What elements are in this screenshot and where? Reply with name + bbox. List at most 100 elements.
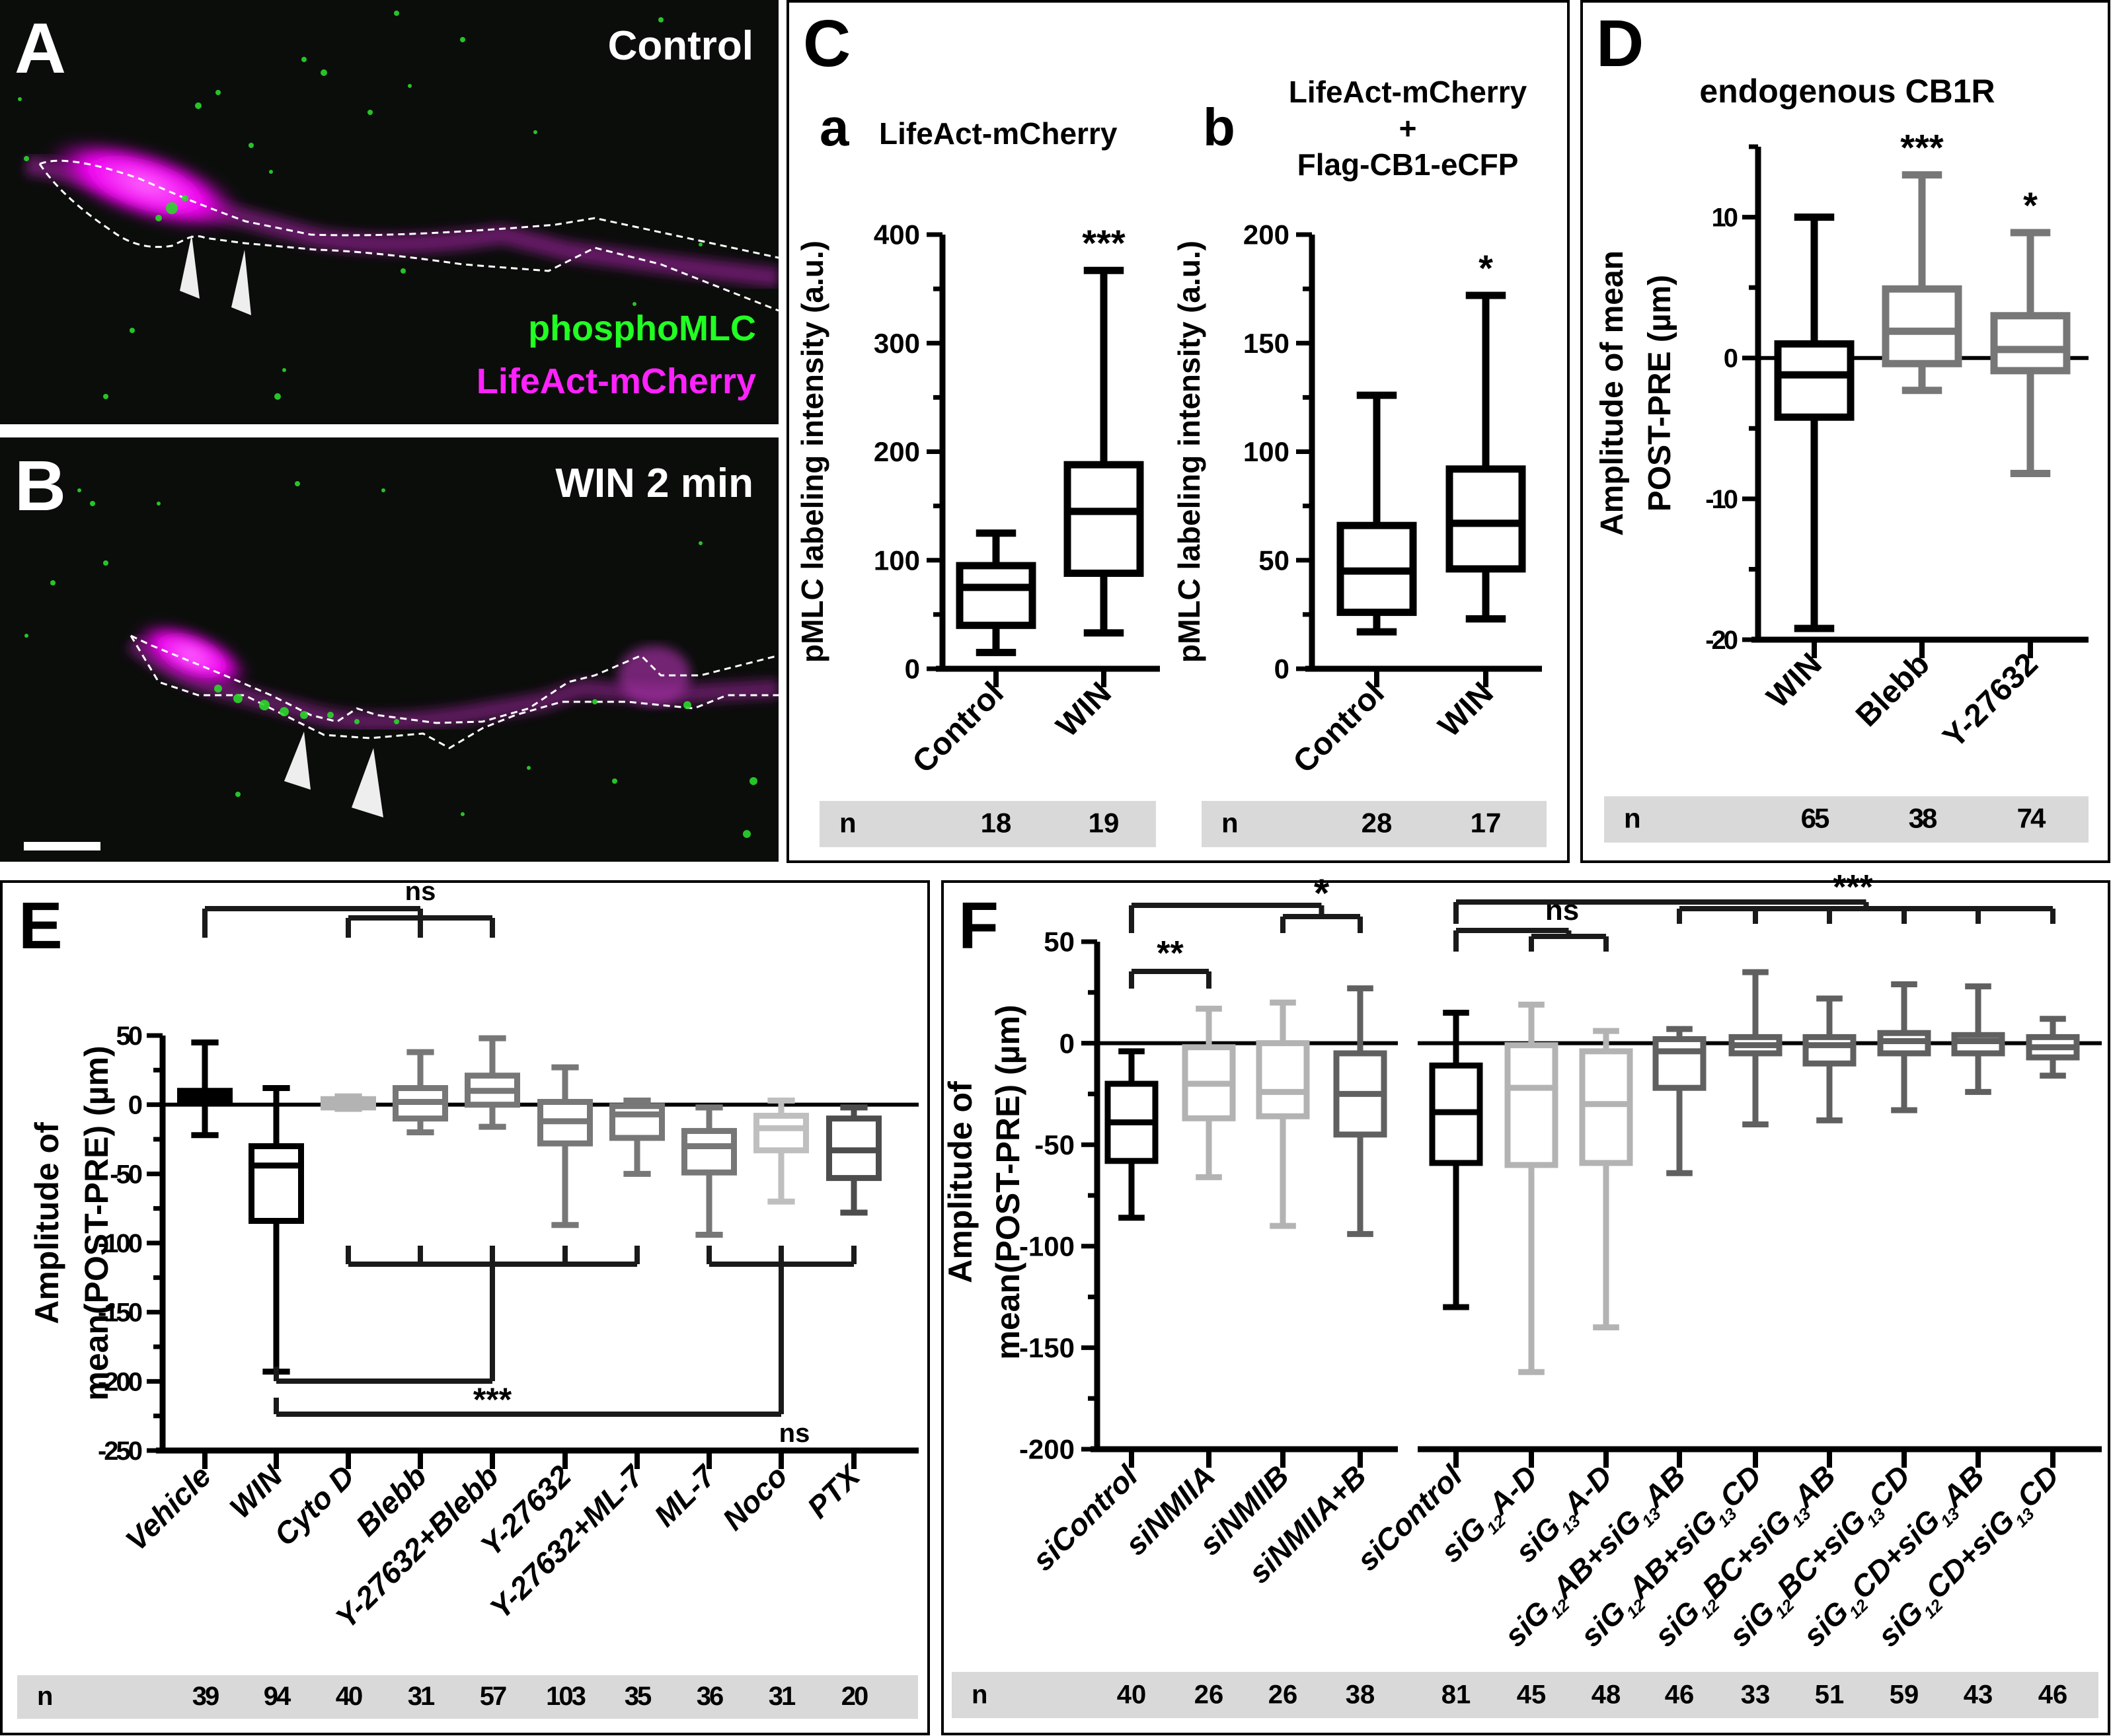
label-part: siG [1498, 1594, 1556, 1653]
n-value: 38 [1346, 1680, 1375, 1710]
box-sig12ab-sig13cd [1728, 969, 1783, 1127]
x-category-label: PTX [800, 1458, 868, 1525]
x-category-label: WIN [1760, 646, 1828, 714]
panel-f-frame [941, 880, 2110, 1735]
x-category-label: WIN [1432, 675, 1500, 743]
n-value: 38 [1909, 803, 1937, 834]
chart-Cb: 0 50 100 150 200 pMLC labeling intensity (a.u… [1172, 219, 1547, 847]
box-iqr [1504, 1042, 1558, 1168]
significance-label: ** [1157, 934, 1184, 973]
chart-D: -20 -10 0 10 Amplitude of mean POST-PRE (µm) *… [1595, 127, 2089, 843]
y-tick-label: 100 [1243, 436, 1289, 467]
significance-label: *** [1900, 127, 1944, 169]
panel-a-image [18, 11, 779, 400]
label-part: siG [1722, 1594, 1781, 1653]
label-part: siG [1434, 1510, 1492, 1569]
n-value: 31 [408, 1682, 435, 1711]
y-tick-label: 0 [1274, 654, 1289, 685]
y-axis-label: pMLC labeling intensity (a.u.) [795, 241, 829, 663]
n-value: 28 [1362, 808, 1393, 839]
condition-label: WIN 2 min [555, 461, 753, 506]
x-category-label: Blebb [1849, 646, 1937, 734]
n-band [17, 1675, 918, 1719]
y-tick-label: 200 [874, 436, 920, 467]
box-control [956, 529, 1036, 656]
significance-label: * [1314, 871, 1330, 915]
x-category-label: WIN [1050, 675, 1118, 743]
box-sig12bc-sig13ab [1802, 995, 1857, 1123]
box-blebb [393, 1049, 448, 1136]
label-part: siG [1648, 1594, 1707, 1653]
green-channel-label: phosphoMLC [528, 309, 756, 348]
n-value: 48 [1592, 1680, 1621, 1710]
y-tick-label: 0 [1724, 344, 1738, 373]
scale-bar [24, 842, 100, 850]
y-axis-label: Amplitude of [942, 1081, 979, 1283]
panel-d-frame [1580, 0, 2110, 863]
arrowhead-icon [284, 732, 311, 790]
box-sig12a-d [1504, 1001, 1558, 1375]
n-value: 65 [1801, 803, 1829, 834]
panel-b-image [24, 481, 779, 850]
n-value: 94 [264, 1682, 291, 1711]
box-iqr [1445, 465, 1526, 573]
box-win [249, 1085, 304, 1375]
box-sig12cd-sig13cd [2026, 1016, 2080, 1079]
y-tick-label: 150 [1243, 328, 1289, 359]
chart-F: -200 -150 -100 -50 0 50 Amplitude of mean(POST-… [942, 868, 2102, 1718]
y-tick-label: -50 [110, 1160, 142, 1189]
n-value: 31 [769, 1682, 796, 1711]
chart-title: + [1399, 111, 1417, 145]
label-part: AB [1786, 1458, 1842, 1514]
box-iqr [1774, 340, 1855, 421]
y-tick-label: 10 [1712, 204, 1738, 233]
label-part: AB [1636, 1458, 1692, 1514]
significance-label: *** [1833, 868, 1873, 907]
box-sicontrol [1104, 1048, 1159, 1221]
condition-label: Control [607, 23, 753, 69]
subpanel-letter: b [1203, 98, 1235, 157]
chart-title: endogenous CB1R [1699, 73, 1995, 110]
label-part: A-D [1481, 1458, 1544, 1521]
label-part: AB [1935, 1458, 1991, 1514]
y-axis-label: mean(POST-PRE) (µm) [989, 1004, 1026, 1359]
y-tick-label: 400 [874, 219, 920, 250]
y-tick-label: -200 [98, 1367, 142, 1396]
n-value: 35 [625, 1682, 652, 1711]
box-sig13a-d [1579, 1028, 1633, 1331]
x-category-label: Control [1287, 675, 1391, 780]
panel-letter: B [15, 445, 66, 525]
box-win [1445, 291, 1526, 623]
box-iqr [249, 1143, 304, 1225]
y-tick-label: -10 [1705, 485, 1738, 514]
n-band [1604, 796, 2089, 843]
n-value: 40 [336, 1682, 362, 1711]
panel-e-frame [0, 880, 930, 1735]
box-noco [753, 1097, 809, 1205]
x-category-label: Control [906, 675, 1011, 780]
box-blebb [1882, 171, 1962, 395]
arrowhead-icon [352, 748, 383, 817]
y-tick-label: -250 [98, 1437, 142, 1466]
n-value: 46 [2038, 1680, 2068, 1710]
panel-letter: C [803, 7, 851, 81]
y-tick-label: 50 [1258, 545, 1289, 576]
y-axis-label: Amplitude of [28, 1122, 65, 1324]
n-value: 81 [1441, 1680, 1471, 1710]
box-sicontrol [1429, 1010, 1483, 1310]
panel-letter: E [19, 889, 63, 963]
y-tick-label: 50 [116, 1022, 142, 1051]
box-iqr [1882, 285, 1962, 367]
box-iqr [609, 1103, 665, 1141]
box-sinmiia-b [1333, 985, 1387, 1237]
n-value: 57 [480, 1682, 506, 1711]
box-iqr [1579, 1048, 1633, 1166]
n-band [952, 1672, 2098, 1718]
box-control [1336, 391, 1417, 636]
n-label: n [839, 808, 857, 839]
n-label: n [972, 1680, 987, 1710]
n-label: n [1221, 808, 1239, 839]
x-category-label: siControl [1026, 1458, 1145, 1577]
box-sig12ab-sig13ab [1652, 1026, 1707, 1176]
